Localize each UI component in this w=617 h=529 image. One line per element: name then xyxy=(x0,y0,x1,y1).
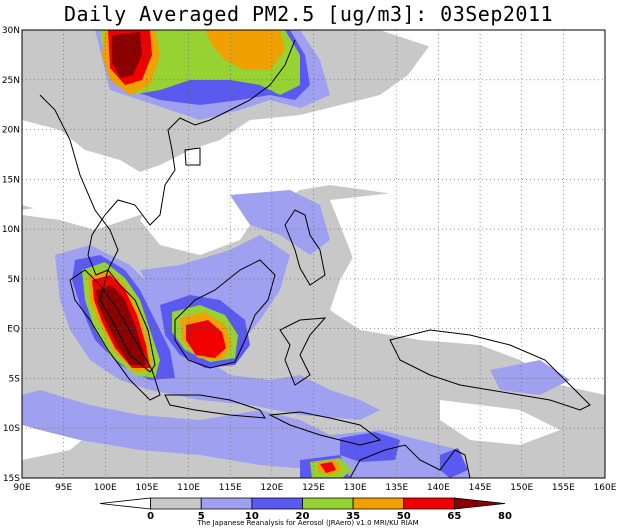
legend-level-label: 65 xyxy=(447,511,461,522)
coastlines xyxy=(39,39,591,478)
pm25-contour-10-20 xyxy=(490,360,570,395)
coastline-hainan xyxy=(184,147,201,166)
lon-tick-label: 105E xyxy=(135,483,158,493)
lon-tick-label: 150E xyxy=(510,483,533,493)
lon-tick-label: 110E xyxy=(177,483,200,493)
coastline-philippines xyxy=(284,209,326,286)
lat-tick-label: 15N xyxy=(2,175,20,185)
legend-level-label: 80 xyxy=(498,511,512,522)
pm25-contour-10-20 xyxy=(230,190,330,255)
lon-tick-label: 140E xyxy=(427,483,450,493)
grid-lines xyxy=(22,30,605,478)
pm25-contour-0-5 xyxy=(440,400,560,445)
lon-tick-label: 130E xyxy=(344,483,367,493)
legend-swatch xyxy=(302,497,354,510)
pm25-contour-80-plus xyxy=(96,285,146,365)
pm25-contour-20-35 xyxy=(440,448,468,478)
legend-level-label: 5 xyxy=(198,511,205,522)
lon-tick-label: 125E xyxy=(302,483,325,493)
lat-tick-label: 30N xyxy=(2,26,20,36)
pm25-field xyxy=(22,30,605,478)
legend-swatch xyxy=(150,497,202,510)
lat-tick-label: 5N xyxy=(8,275,20,285)
coastline-australia xyxy=(349,444,471,478)
pm25-contour-65-80 xyxy=(186,320,226,358)
legend-swatch xyxy=(99,497,152,510)
lat-tick-label: 5S xyxy=(9,374,21,384)
lat-tick-label: 25N xyxy=(2,76,20,86)
legend-level-label: 10 xyxy=(245,511,259,522)
coastline-malay-peninsula xyxy=(99,268,156,373)
latitude-labels: 30N 25N 20N 15N 10N 5N EQ 5S 10S 15S xyxy=(2,26,20,484)
lat-tick-label: 10N xyxy=(2,225,20,235)
lat-tick-label: 10S xyxy=(3,424,20,434)
lat-tick-label: 15S xyxy=(3,474,20,484)
legend-swatch xyxy=(200,497,253,510)
legend-level-label: 20 xyxy=(296,511,310,522)
legend-level-label: 35 xyxy=(346,511,360,522)
pm25-contour-80-plus xyxy=(112,32,142,78)
lon-tick-label: 100E xyxy=(94,483,117,493)
legend-swatch xyxy=(251,497,303,510)
coastline-sumatra xyxy=(69,269,161,401)
coastline-mainland xyxy=(39,39,296,276)
lon-tick-label: 135E xyxy=(385,483,408,493)
lat-tick-label: EQ xyxy=(7,325,20,335)
pm25-contour-10-20 xyxy=(22,390,360,470)
map-title: Daily Averaged PM2.5 [ug/m3]: 03Sep2011 xyxy=(63,2,554,26)
pm25-contour-0-5 xyxy=(22,145,90,210)
coastline-sulawesi xyxy=(279,317,327,386)
lon-tick-label: 115E xyxy=(219,483,242,493)
legend-level-label: 0 xyxy=(147,511,154,522)
pm25-contour-65-80 xyxy=(320,462,336,473)
legend-swatch xyxy=(403,497,455,510)
pm25-contour-50-65 xyxy=(205,30,285,70)
legend-colorbar: 0 5 10 20 35 50 65 80 xyxy=(99,497,512,522)
pm25-contour-0-5 xyxy=(330,190,605,370)
legend-swatch xyxy=(453,497,506,510)
coastline-new-guinea xyxy=(389,329,591,411)
longitude-labels: 90E 95E 100E 105E 110E 115E 120E 125E 130E 135E 14… xyxy=(13,483,616,493)
coastline-borneo xyxy=(174,259,276,369)
lon-tick-label: 160E xyxy=(594,483,617,493)
lat-tick-label: 20N xyxy=(2,126,20,136)
legend-swatch xyxy=(352,497,405,510)
legend-credit: The Japanese Reanalysis for Aerosol (JRA… xyxy=(196,519,418,527)
lon-tick-label: 155E xyxy=(552,483,575,493)
lon-tick-label: 95E xyxy=(55,483,72,493)
coastline-java xyxy=(164,394,266,419)
lon-tick-label: 90E xyxy=(13,483,30,493)
coastline-lesser-sunda xyxy=(268,411,382,446)
legend-level-label: 50 xyxy=(397,511,411,522)
lon-tick-label: 145E xyxy=(469,483,492,493)
pm25-contour-0-5 xyxy=(340,30,605,250)
lon-tick-label: 120E xyxy=(260,483,283,493)
plot-border xyxy=(21,29,606,479)
